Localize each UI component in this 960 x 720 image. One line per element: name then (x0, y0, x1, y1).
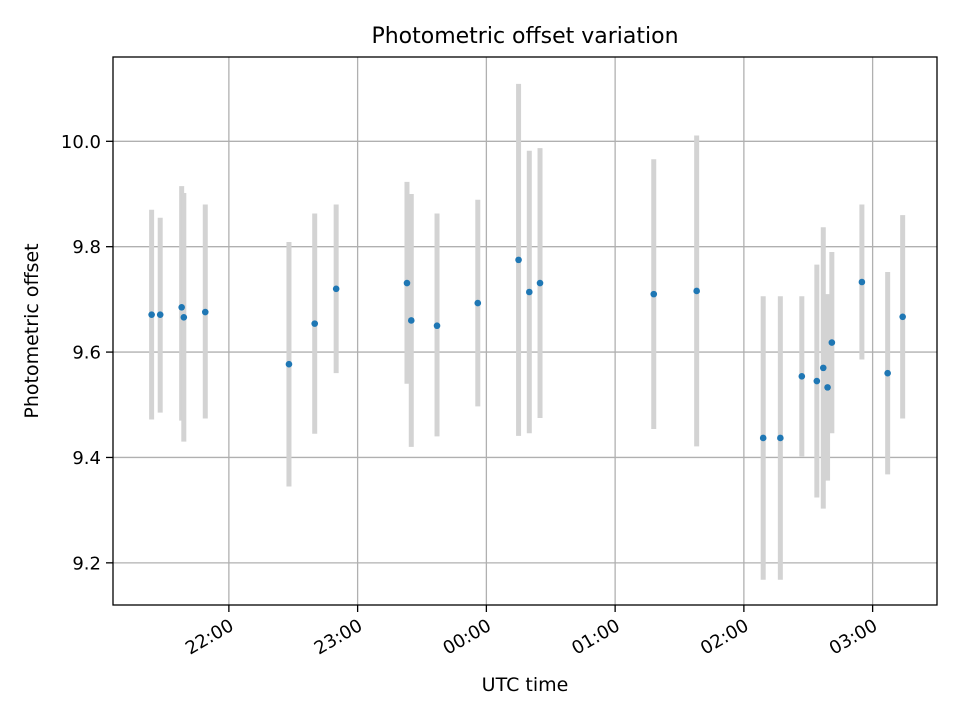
y-tick-label: 9.8 (72, 237, 101, 258)
data-point (515, 256, 522, 264)
x-tick-label: 03:00 (826, 615, 881, 659)
y-tick-label: 9.4 (72, 448, 101, 469)
x-axis: 22:00 23:00 00:00 01:00 02:00 03:00 (182, 605, 881, 659)
data-point (180, 314, 188, 321)
data-point (332, 285, 340, 293)
grid (113, 57, 937, 605)
data-points (148, 256, 906, 442)
data-point (407, 317, 415, 324)
data-point (858, 278, 866, 286)
x-tick-label: 02:00 (697, 615, 752, 659)
data-point (433, 322, 441, 330)
data-point (798, 373, 806, 380)
data-point (201, 308, 209, 316)
data-point (536, 279, 544, 287)
x-tick-label: 00:00 (439, 615, 494, 659)
data-point (819, 364, 827, 372)
data-point (178, 303, 185, 311)
data-point (813, 377, 821, 385)
data-point (474, 299, 482, 307)
y-tick-label: 9.2 (72, 553, 101, 574)
data-point (899, 313, 906, 321)
y-tick-label: 10.0 (61, 132, 101, 153)
y-axis-label: Photometric offset (21, 243, 43, 418)
data-point (285, 360, 293, 368)
x-tick-label: 01:00 (568, 615, 623, 659)
data-point (777, 434, 784, 442)
plot-frame (112, 56, 938, 606)
data-point (148, 311, 155, 318)
error-bars (149, 83, 906, 580)
data-point (650, 290, 658, 298)
data-point (311, 320, 319, 327)
x-tick-label: 22:00 (182, 615, 237, 659)
data-point (824, 384, 831, 391)
data-point (828, 339, 836, 346)
data-point (156, 311, 164, 318)
data-point (693, 287, 700, 295)
chart-title: Photometric offset variation (371, 24, 678, 49)
x-axis-label: UTC time (482, 674, 569, 696)
x-tick-label: 23:00 (311, 615, 366, 659)
y-tick-label: 9.6 (72, 343, 101, 364)
y-axis: 9.2 9.4 9.6 9.8 10.0 (61, 132, 113, 574)
data-point (884, 369, 891, 377)
data-point (403, 279, 411, 287)
data-point (525, 288, 533, 296)
data-point (759, 434, 767, 442)
